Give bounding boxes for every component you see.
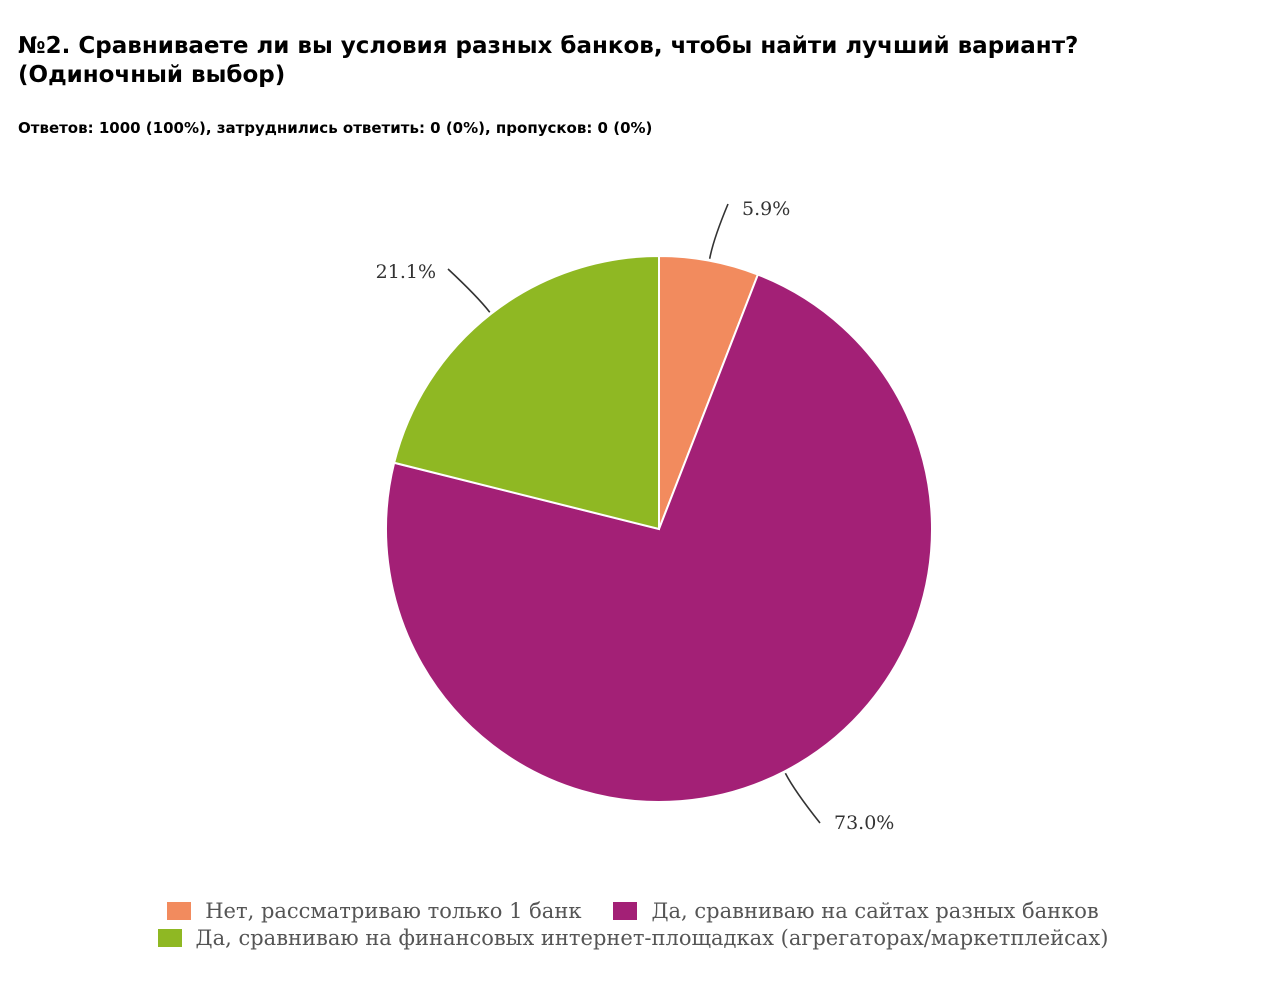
legend-row-2: Да, сравниваю на финансовых интернет-пло…	[0, 924, 1266, 951]
legend-swatch-1	[167, 901, 192, 920]
legend-label-2: Да, сравниваю на сайтах разных банков	[651, 898, 1099, 923]
legend-swatch-2	[613, 901, 638, 920]
legend-item-2[interactable]: Да, сравниваю на сайтах разных банков	[613, 898, 1099, 923]
chart-subtitle: Ответов: 1000 (100%), затруднились ответ…	[18, 119, 653, 137]
pie-slice-2[interactable]	[385, 273, 933, 803]
legend-label-3: Да, сравниваю на финансовых интернет-пло…	[195, 925, 1109, 950]
data-label-1: 5.9%	[742, 198, 790, 220]
leader-line-1	[708, 203, 729, 259]
legend-item-1[interactable]: Нет, рассматриваю только 1 банк	[167, 899, 581, 923]
data-label-3: 21.1%	[376, 261, 436, 283]
legend-label-1: Нет, рассматриваю только 1 банк	[205, 898, 582, 923]
data-label-2: 73.0%	[834, 812, 894, 834]
chart-title: №2. Сравниваете ли вы условия разных бан…	[18, 33, 1079, 88]
pie-slice-3[interactable]	[392, 254, 660, 531]
leader-line-2	[784, 772, 821, 824]
legend-row-1: Нет, рассматриваю только 1 банк Да, срав…	[0, 897, 1266, 924]
legend-item-3[interactable]: Да, сравниваю на финансовых интернет-пло…	[157, 925, 1109, 950]
legend-swatch-3	[157, 928, 182, 947]
leader-line-3	[447, 268, 491, 313]
pie-chart: 5.9% 73.0% 21.1%	[376, 198, 933, 834]
legend: Нет, рассматриваю только 1 банк Да, срав…	[0, 897, 1266, 951]
